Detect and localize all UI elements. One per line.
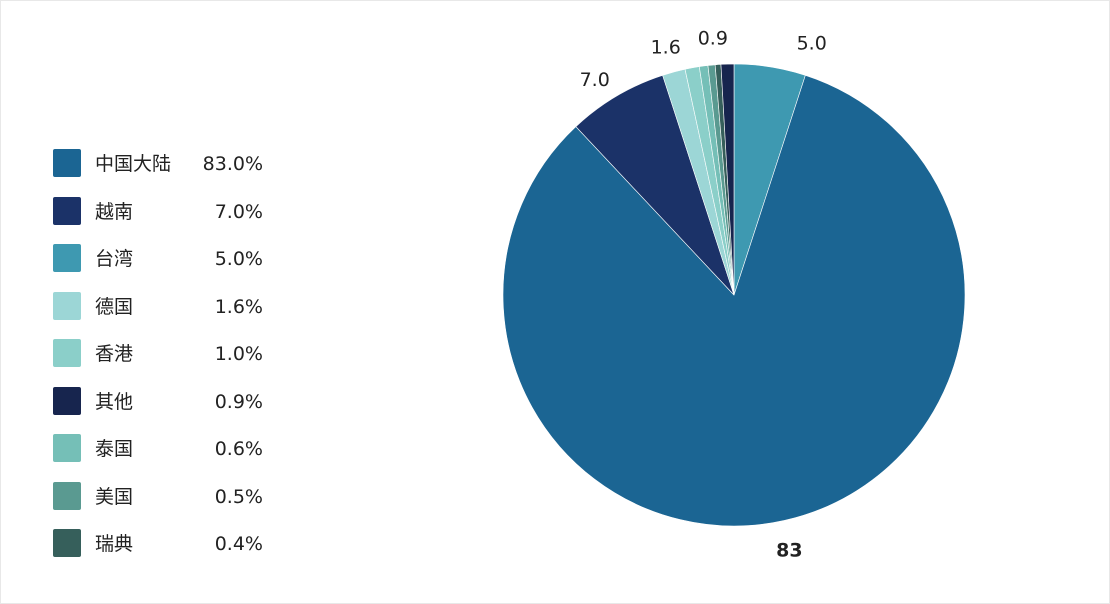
- legend-label: 其他: [95, 390, 134, 413]
- legend-label: 台湾: [95, 248, 134, 270]
- legend-item: 美国 0.5%: [53, 481, 293, 512]
- pie-slices: [502, 63, 966, 527]
- legend-swatch: [53, 149, 81, 177]
- legend-item: 越南 7.0%: [53, 196, 293, 227]
- legend-swatch: [53, 434, 81, 462]
- legend-swatch: [53, 529, 81, 557]
- legend-item: 中国大陆 83.0%: [53, 149, 293, 179]
- legend-label: 中国大陆: [95, 153, 172, 175]
- legend-swatch: [53, 291, 81, 320]
- legend-swatch: [53, 196, 81, 225]
- legend-value: 1.0%: [214, 343, 263, 365]
- legend-item: 瑞典 0.4%: [53, 529, 293, 559]
- legend-value: 7.0%: [214, 200, 263, 223]
- legend-item: 泰国 0.6%: [53, 434, 293, 464]
- legend-item: 台湾 5.0%: [53, 244, 293, 274]
- pie-data-label: 83: [776, 539, 802, 561]
- pie-slice: [575, 74, 735, 296]
- legend-value: 83.0%: [202, 153, 263, 175]
- legend-swatch: [53, 481, 81, 510]
- legend-swatch: [53, 386, 81, 415]
- legend: 中国大陆 83.0% 越南 7.0% 台湾 5.0% 德国 1.6% 香港 1.…: [53, 149, 293, 577]
- legend-value: 0.5%: [214, 485, 263, 508]
- legend-label: 美国: [95, 485, 134, 508]
- legend-value: 5.0%: [214, 248, 263, 270]
- legend-label: 瑞典: [95, 533, 134, 555]
- legend-swatch: [53, 339, 81, 367]
- legend-swatch: [53, 244, 81, 272]
- pie-data-label: 0.9: [698, 28, 728, 50]
- pie-slice: [720, 63, 735, 296]
- legend-label: 德国: [95, 295, 134, 318]
- pie-data-label: 7.0: [580, 69, 610, 91]
- legend-value: 0.4%: [214, 533, 263, 555]
- pie-data-label: 5.0: [797, 33, 827, 55]
- legend-label: 泰国: [95, 438, 134, 460]
- legend-item: 其他 0.9%: [53, 386, 293, 417]
- pie-data-labels: 5.0 83 7.0 1.6 0.9: [580, 28, 827, 562]
- legend-value: 0.9%: [214, 390, 263, 413]
- legend-value: 1.6%: [214, 295, 263, 318]
- legend-value: 0.6%: [214, 438, 263, 460]
- pie-data-label: 1.6: [651, 36, 681, 58]
- legend-item: 香港 1.0%: [53, 339, 293, 369]
- legend-label: 越南: [95, 200, 134, 223]
- pie-slice: [502, 74, 966, 527]
- legend-item: 德国 1.6%: [53, 291, 293, 322]
- legend-label: 香港: [95, 343, 134, 365]
